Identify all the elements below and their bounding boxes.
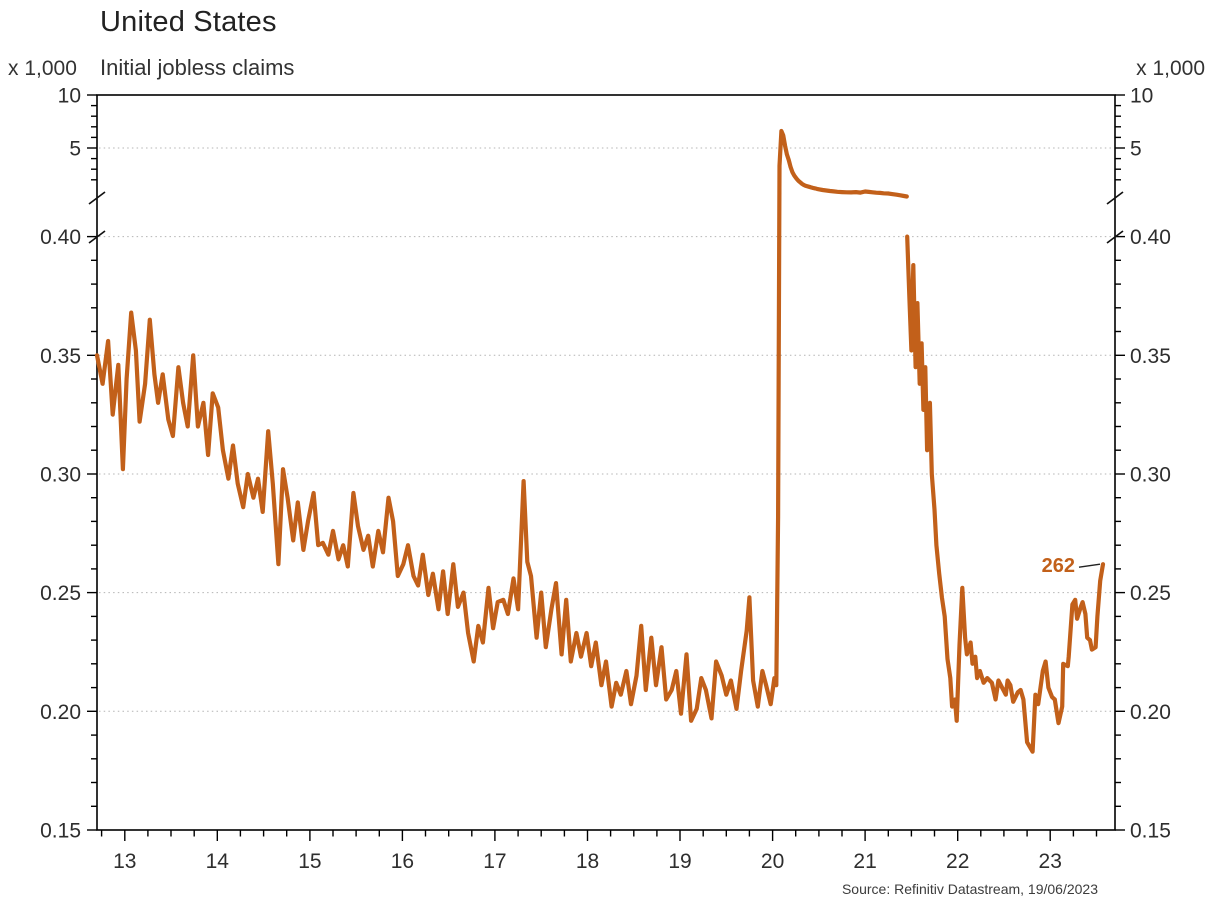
y-tick-label: 0.20: [40, 701, 81, 724]
y-tick-label: 0.15: [40, 820, 81, 843]
x-tick-label: 14: [206, 850, 230, 873]
x-tick-label: 22: [946, 850, 969, 873]
x-tick-label: 15: [298, 850, 321, 873]
chart-title: United States: [100, 6, 277, 38]
y-tick-label: 0.15: [1130, 820, 1171, 843]
y-tick-label: 0.25: [1130, 582, 1171, 605]
x-tick-label: 18: [576, 850, 599, 873]
y-tick-label: 0.25: [40, 582, 81, 605]
y-tick-label: 0.40: [1130, 226, 1171, 249]
jobless-claims-line: [905, 234, 1106, 754]
x-tick-label: 20: [761, 850, 784, 873]
axis-break-slash: [1106, 230, 1124, 244]
x-tick-label: 19: [668, 850, 691, 873]
x-tick-label: 23: [1039, 850, 1062, 873]
annotation: 262: [1042, 555, 1101, 577]
jobless-claims-line: [94, 128, 909, 723]
y-tick-label: 0.30: [1130, 464, 1171, 487]
y-tick-label: 0.40: [40, 226, 81, 249]
axis-break-marks: [88, 191, 1124, 244]
axis-break-slash: [88, 191, 106, 205]
axis-ticks: 10 5 0.40 0.35 0.30 0.25 0.20 0.15 10 5 0.40 0.35 0.…: [40, 85, 1171, 874]
y-tick-label: 0.35: [40, 345, 81, 368]
y-tick-label: 5: [1130, 138, 1142, 161]
axis-break-slash: [1106, 191, 1124, 205]
x-tick-label: 21: [853, 850, 876, 873]
plot-border: [96, 94, 1116, 831]
y-tick-label: 0.20: [1130, 701, 1171, 724]
y-axis-unit-label-right: x 1,000: [1136, 57, 1205, 80]
axis-break-slash: [88, 230, 106, 244]
last-value-label: 262: [1042, 555, 1075, 577]
annotation-leader-line: [1078, 563, 1101, 568]
x-tick-label: 17: [483, 850, 506, 873]
plot-frame: [96, 94, 1116, 831]
chart-subtitle: Initial jobless claims: [100, 55, 295, 80]
x-tick-label: 13: [113, 850, 136, 873]
series-line: [94, 128, 1106, 754]
y-tick-label: 10: [58, 85, 81, 108]
y-axis-unit-label-left: x 1,000: [8, 57, 77, 80]
y-tick-label: 0.35: [1130, 345, 1171, 368]
y-tick-label: 5: [69, 138, 81, 161]
x-tick-label: 16: [391, 850, 414, 873]
source-credit: Source: Refinitiv Datastream, 19/06/2023: [841, 881, 1098, 897]
y-tick-label: 0.30: [40, 464, 81, 487]
y-tick-label: 10: [1130, 85, 1153, 108]
